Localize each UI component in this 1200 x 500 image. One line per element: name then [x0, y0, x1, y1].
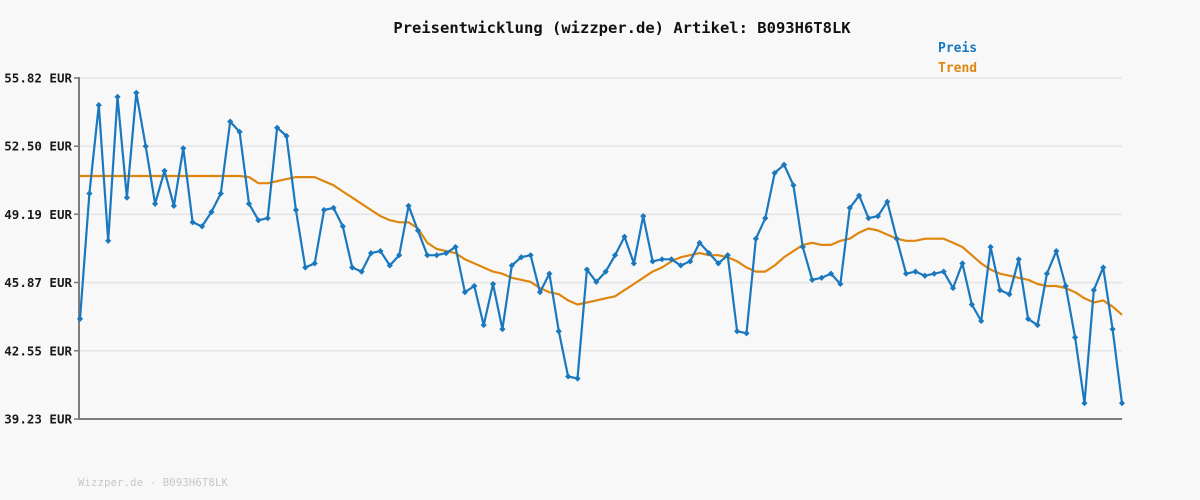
- y-tick-label: 42.55 EUR: [4, 343, 72, 358]
- price-series-line: [78, 91, 1124, 405]
- price-series-markers: [76, 89, 1126, 407]
- y-tick-label: 49.19 EUR: [4, 207, 72, 222]
- y-axis-ticks: [74, 77, 79, 420]
- y-tick-label: 39.23 EUR: [4, 412, 72, 427]
- trend-series-line: [80, 174, 1123, 316]
- chart-title: Preisentwicklung (wizzper.de) Artikel: B…: [393, 19, 851, 37]
- y-tick-label: 52.50 EUR: [4, 139, 72, 154]
- legend-item-preis: Preis: [938, 41, 978, 56]
- legend: Preis Trend: [938, 39, 998, 79]
- axes: [78, 77, 1122, 420]
- y-tick-label: 55.82 EUR: [4, 71, 72, 86]
- y-tick-label: 45.87 EUR: [4, 275, 72, 290]
- legend-item-trend: Trend: [938, 61, 978, 76]
- y-axis-labels: 55.82 EUR 52.50 EUR 49.19 EUR 45.87 EUR 42.5…: [4, 71, 72, 427]
- watermark: Wizzper.de - B093H6T8LK: [78, 477, 228, 489]
- gridlines: [80, 77, 1122, 352]
